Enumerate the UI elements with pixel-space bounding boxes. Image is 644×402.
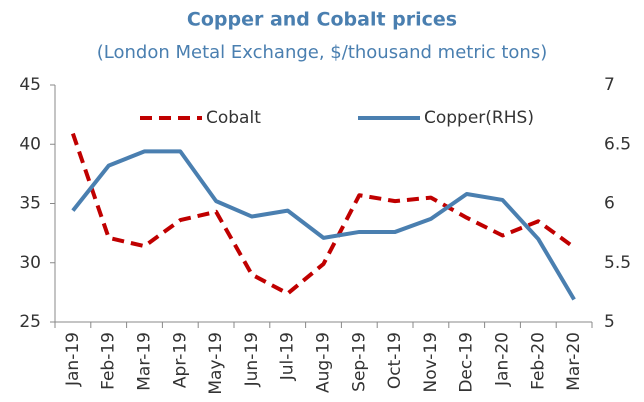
series-line <box>71 132 576 296</box>
x-tick-label: Aug-19 <box>314 332 334 393</box>
x-tick-label: Nov-19 <box>421 332 441 393</box>
x-tick-label: Sep-19 <box>349 332 369 392</box>
x-tick-label: Dec-19 <box>457 332 477 393</box>
x-tick-label: Feb-20 <box>528 332 548 390</box>
x-tick-label: Jan-20 <box>493 332 513 387</box>
x-tick-label: Feb-19 <box>99 332 119 390</box>
x-tick-label: Mar-19 <box>135 332 155 391</box>
y-tick-label: 45 <box>19 75 41 95</box>
x-tick-label: Jul-19 <box>278 332 298 381</box>
x-tick-label: Apr-19 <box>170 332 190 388</box>
x-tick-label: May-19 <box>206 332 226 395</box>
x-tick-label: Mar-20 <box>564 332 584 391</box>
chart-title: Copper and Cobalt prices <box>187 9 457 31</box>
y2-tick-label: 5 <box>604 312 615 332</box>
x-tick-label: Oct-19 <box>385 332 405 389</box>
y2-tick-label: 5.5 <box>604 253 631 273</box>
legend-label: Copper(RHS) <box>424 108 534 128</box>
legend-label: Cobalt <box>206 108 261 128</box>
y-tick-label: 40 <box>19 134 41 154</box>
y2-tick-label: 6.5 <box>604 134 631 154</box>
y-tick-label: 25 <box>19 312 41 332</box>
y-tick-label: 35 <box>19 194 41 214</box>
y2-tick-label: 6 <box>604 194 615 214</box>
y-tick-label: 30 <box>19 253 41 273</box>
y2-tick-label: 7 <box>604 75 615 95</box>
chart-subtitle: (London Metal Exchange, $/thousand metri… <box>97 42 547 63</box>
series-line <box>71 149 576 301</box>
x-tick-label: Jun-19 <box>242 332 262 387</box>
x-tick-label: Jan-19 <box>63 332 83 387</box>
